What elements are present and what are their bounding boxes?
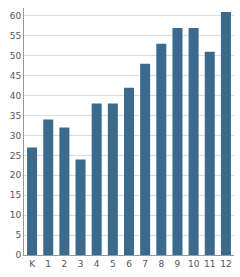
svg-text:12: 12 bbox=[220, 259, 231, 269]
svg-text:3: 3 bbox=[78, 259, 84, 269]
svg-text:5: 5 bbox=[15, 230, 21, 240]
svg-text:40: 40 bbox=[10, 91, 22, 101]
svg-text:5: 5 bbox=[110, 259, 116, 269]
svg-text:1: 1 bbox=[45, 259, 51, 269]
svg-text:2: 2 bbox=[62, 259, 68, 269]
svg-text:0: 0 bbox=[15, 250, 21, 260]
svg-text:8: 8 bbox=[158, 259, 164, 269]
svg-text:11: 11 bbox=[204, 259, 215, 269]
svg-text:10: 10 bbox=[188, 259, 200, 269]
svg-text:35: 35 bbox=[10, 111, 21, 121]
svg-text:25: 25 bbox=[10, 151, 21, 161]
svg-text:4: 4 bbox=[94, 259, 100, 269]
svg-text:10: 10 bbox=[10, 210, 22, 220]
svg-text:9: 9 bbox=[175, 259, 181, 269]
svg-text:30: 30 bbox=[10, 131, 22, 141]
svg-text:55: 55 bbox=[10, 31, 21, 41]
svg-text:50: 50 bbox=[10, 51, 22, 61]
svg-text:7: 7 bbox=[142, 259, 148, 269]
svg-text:6: 6 bbox=[126, 259, 132, 269]
svg-text:60: 60 bbox=[10, 11, 22, 21]
svg-text:K: K bbox=[29, 259, 36, 269]
svg-text:20: 20 bbox=[10, 170, 22, 180]
svg-text:45: 45 bbox=[10, 71, 21, 81]
svg-text:15: 15 bbox=[10, 190, 21, 200]
